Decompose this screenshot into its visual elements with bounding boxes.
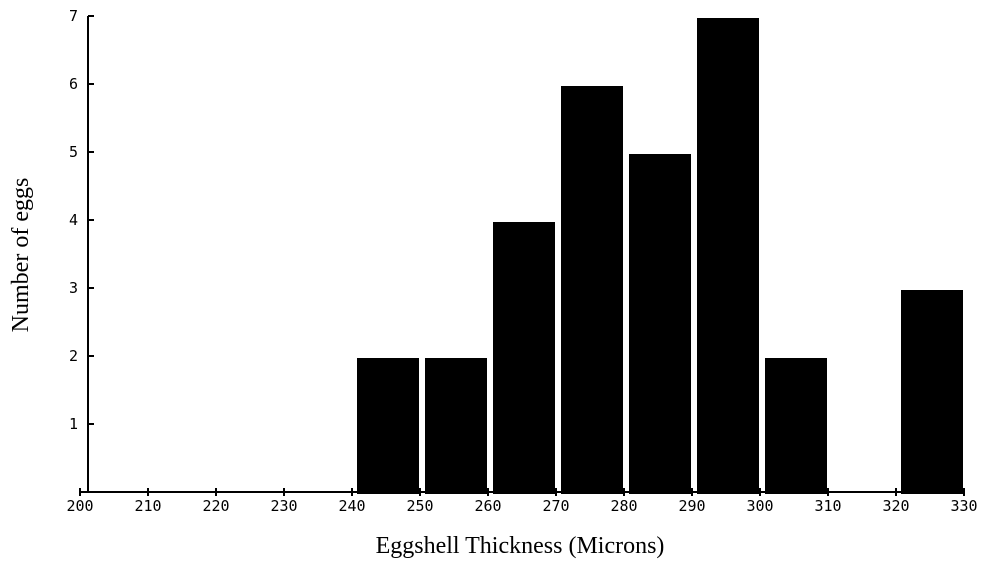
- bar-250-260: [425, 358, 487, 494]
- bar-290-300: [697, 18, 759, 494]
- x-tick-label-200: 200: [66, 497, 93, 515]
- x-tick-label-330: 330: [950, 497, 977, 515]
- bar-320-330: [901, 290, 963, 494]
- bar-300-310: [765, 358, 827, 494]
- x-tick-label-300: 300: [746, 497, 773, 515]
- y-tick-group: 1 2 3 4 5 6 7: [69, 7, 94, 433]
- bar-240-250: [357, 358, 419, 494]
- x-tick-label-230: 230: [270, 497, 297, 515]
- x-tick-label-220: 220: [202, 497, 229, 515]
- y-tick-label-3: 3: [69, 279, 78, 297]
- y-tick-label-6: 6: [69, 75, 78, 93]
- y-tick-label-7: 7: [69, 7, 78, 25]
- x-tick-label-260: 260: [474, 497, 501, 515]
- y-axis-title: Number of eggs: [8, 178, 34, 333]
- y-tick-label-1: 1: [69, 415, 78, 433]
- x-tick-label-270: 270: [542, 497, 569, 515]
- bars-group: [357, 18, 963, 494]
- x-tick-label-250: 250: [406, 497, 433, 515]
- x-tick-group: 200 210 220 230 240 250 260 270 280 290 300 310 320 3…: [66, 488, 978, 515]
- y-tick-label-5: 5: [69, 143, 78, 161]
- x-tick-label-310: 310: [814, 497, 841, 515]
- bar-270-280: [561, 86, 623, 494]
- bar-280-290: [629, 154, 691, 494]
- y-tick-label-4: 4: [69, 211, 78, 229]
- axes-group: [80, 16, 964, 493]
- x-tick-label-210: 210: [134, 497, 161, 515]
- x-tick-label-240: 240: [338, 497, 365, 515]
- bar-260-270: [493, 222, 555, 494]
- y-tick-label-2: 2: [69, 347, 78, 365]
- x-tick-label-320: 320: [882, 497, 909, 515]
- x-tick-label-280: 280: [610, 497, 637, 515]
- x-axis-title: Eggshell Thickness (Microns): [376, 533, 665, 559]
- x-tick-label-290: 290: [678, 497, 705, 515]
